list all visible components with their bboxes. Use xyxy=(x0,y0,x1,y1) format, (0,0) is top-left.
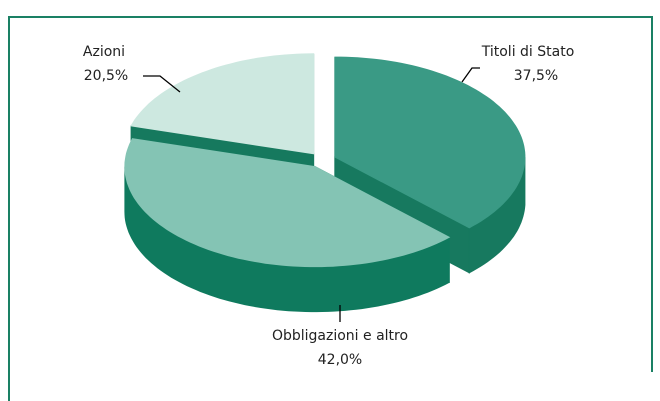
pie xyxy=(124,53,526,313)
slice-value-label: 20,5% xyxy=(84,68,128,84)
slice-label: Obbligazioni e altro xyxy=(272,328,408,344)
slice-label: Azioni xyxy=(83,44,125,60)
leader-line xyxy=(461,67,480,83)
leader-line xyxy=(143,75,181,93)
slice-value-label: 37,5% xyxy=(514,68,558,84)
slice-value-label: 42,0% xyxy=(318,352,362,368)
slice-label: Titoli di Stato xyxy=(481,44,575,60)
slice xyxy=(334,56,526,229)
frame xyxy=(8,16,653,401)
slice xyxy=(130,53,315,155)
slice xyxy=(124,138,451,268)
